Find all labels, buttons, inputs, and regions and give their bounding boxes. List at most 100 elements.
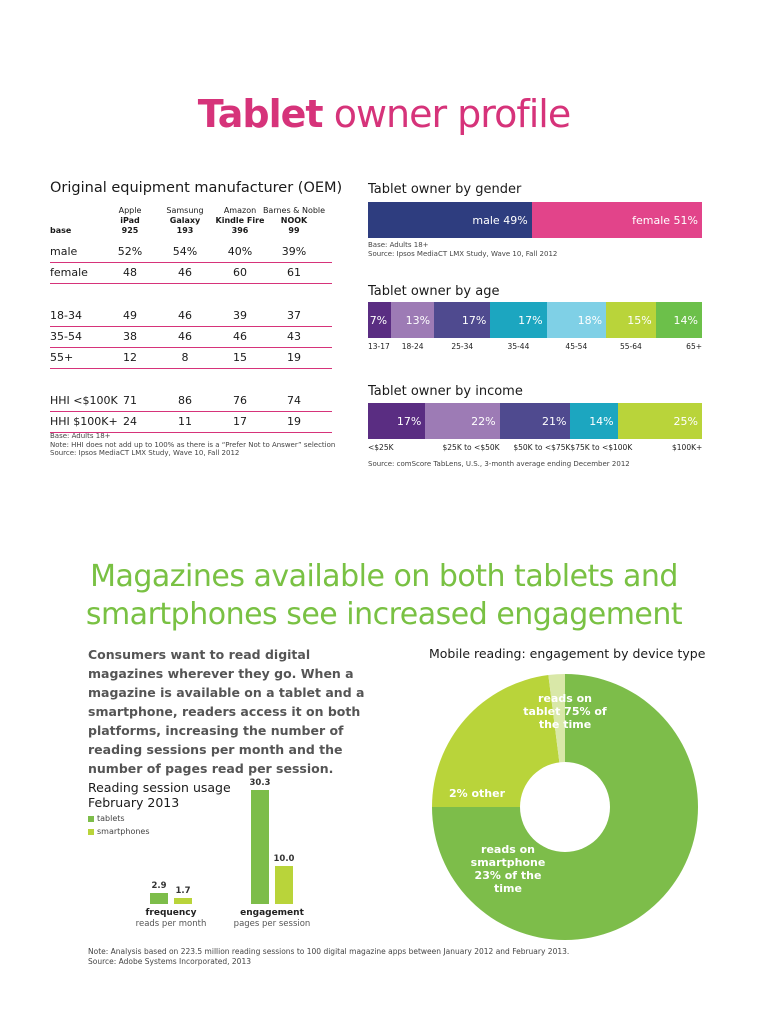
bar-segment-13-17: 7% [368,302,392,338]
bar-segment-55-64: 15% [606,302,656,338]
data-label: 25% [673,414,698,428]
legend-label: tablets [97,814,125,823]
magazines-intro: Consumers want to read digital magazines… [88,647,365,776]
bar-segment--100k-: 25% [617,403,702,439]
table-cell: 43 [287,330,301,343]
oem-note: Base: Adults 18+ [50,432,111,440]
tick-label: 45-54 [565,342,588,351]
data-label: 1.7 [175,885,191,896]
income-title: Tablet owner by income [368,384,523,399]
data-label: 10.0 [273,854,295,865]
data-label: 21% [541,414,567,428]
pie-title: Mobile reading: engagement by device typ… [429,646,706,661]
oem-note: Source: Ipsos MediaCT LMX Study, Wave 10… [50,449,240,457]
bar-segment-female: female 51% [531,202,702,238]
oem-column-header: Amazon Kindle Fire 396 [208,206,272,236]
gender-note: Base: Adults 18+ [368,241,429,249]
data-label: 17% [461,313,487,327]
bar-segment-65-: 14% [655,302,702,338]
table-row: male 52% 54% 40% 39% [50,241,332,263]
oem-base: 193 [176,226,194,235]
category-name: frequency [145,908,197,918]
row-label: 18-34 [50,309,82,322]
table-row: HHI <$100K 71 86 76 74 [50,390,332,412]
table-cell: 40% [227,245,253,258]
tick-label: $25K to <$50K [442,443,500,452]
table-cell: 86 [178,394,192,407]
pie-chart [432,674,698,940]
tick-label: 13-17 [368,342,390,351]
legend-label: smartphones [97,827,150,836]
income-note: Source: comScore TabLens, U.S., 3-month … [368,460,630,468]
bar-segment--25k: 17% [368,403,426,439]
tick-label: <$25K [368,443,394,452]
data-label: 17% [518,313,543,327]
oem-brand: Barnes & Noble [262,206,326,215]
data-label: 15% [627,313,652,327]
table-cell: 19 [287,415,301,428]
table-cell: 74 [287,394,301,407]
row-label: female [50,266,88,279]
pie-label-other: 2% other [448,787,506,800]
table-cell: 46 [178,309,192,322]
data-label: 30.3 [249,778,271,788]
data-label: 14% [673,313,698,327]
bar-frequency-smartphones [174,897,192,904]
pie-slice-smartphone [432,675,565,807]
title-bold: Tablet [197,92,324,136]
row-label: 35-54 [50,330,82,343]
tick-label: $100K+ [672,443,703,452]
pie-label-tablet: reads on tablet 75% of the time [523,692,607,731]
bar-segment--25k-to-50k: 22% [425,403,500,439]
bar-engagement-smartphones [275,866,293,904]
oem-column-header: Barnes & Noble NOOK 99 [262,206,326,236]
category-label: frequency reads per month [121,908,221,930]
oem-base: 99 [288,226,300,235]
tick-label: $50K to <$75K [513,443,571,452]
data-label: 7% [369,313,388,327]
oem-base: 925 [121,226,139,235]
table-cell: 54% [172,245,198,258]
magazines-title: Magazines available on both tablets and … [0,558,768,634]
legend-swatch [88,828,94,835]
legend-entry: smartphones [88,827,150,836]
bar-segment-male: male 49% [368,202,532,238]
data-label: 13% [405,313,431,327]
data-label: 2.9 [151,881,167,892]
data-label: 14% [589,414,614,428]
table-row: HHI $100K+ 24 11 17 19 [50,411,332,433]
table-row: 18-34 49 46 39 37 [50,305,332,327]
bar-engagement-tablets [251,790,269,904]
table-cell: 11 [178,415,192,428]
usage-title-line: February 2013 [88,795,180,810]
oem-note: Note: HHI does not add up to 100% as the… [50,440,336,449]
legend-entry: tablets [88,814,150,823]
bar-segment-45-54: 18% [546,302,607,338]
magazines-title-line: smartphones see increased engagement [85,597,683,632]
table-cell: 46 [178,266,192,279]
bar-segment-35-44: 17% [490,302,547,338]
row-label: HHI $100K+ [50,415,118,428]
footnote-line: Source: Adobe Systems Incorporated, 2013 [88,957,251,966]
category-sublabel: reads per month [135,919,207,929]
gender-title: Tablet owner by gender [368,182,522,197]
footnote: Note: Analysis based on 223.5 million re… [88,947,569,967]
pie-label-smartphone: reads on smartphone 23% of the time [470,843,546,895]
tick-label: 18-24 [401,342,424,351]
table-cell: 8 [181,351,189,364]
oem-product: Galaxy [169,216,201,225]
bar-segment-18-24: 13% [391,302,435,338]
oem-column-header: Samsung Galaxy 193 [153,206,217,236]
table-cell: 52% [117,245,143,258]
pie-hole [520,762,610,852]
oem-notes: Base: Adults 18+ Note: HHI does not add … [50,432,335,458]
tick-label: 55-64 [619,342,642,351]
gender-note: Source: Ipsos MediaCT LMX Study, Wave 10… [368,249,558,258]
usage-legend: tablets smartphones [88,814,150,840]
oem-base: 396 [231,226,249,235]
table-cell: 39 [233,309,247,322]
data-label: 22% [471,414,496,428]
table-row: 35-54 38 46 46 43 [50,326,332,348]
category-sublabel: pages per session [233,919,311,929]
page-title: Tablet owner profile [0,92,768,136]
